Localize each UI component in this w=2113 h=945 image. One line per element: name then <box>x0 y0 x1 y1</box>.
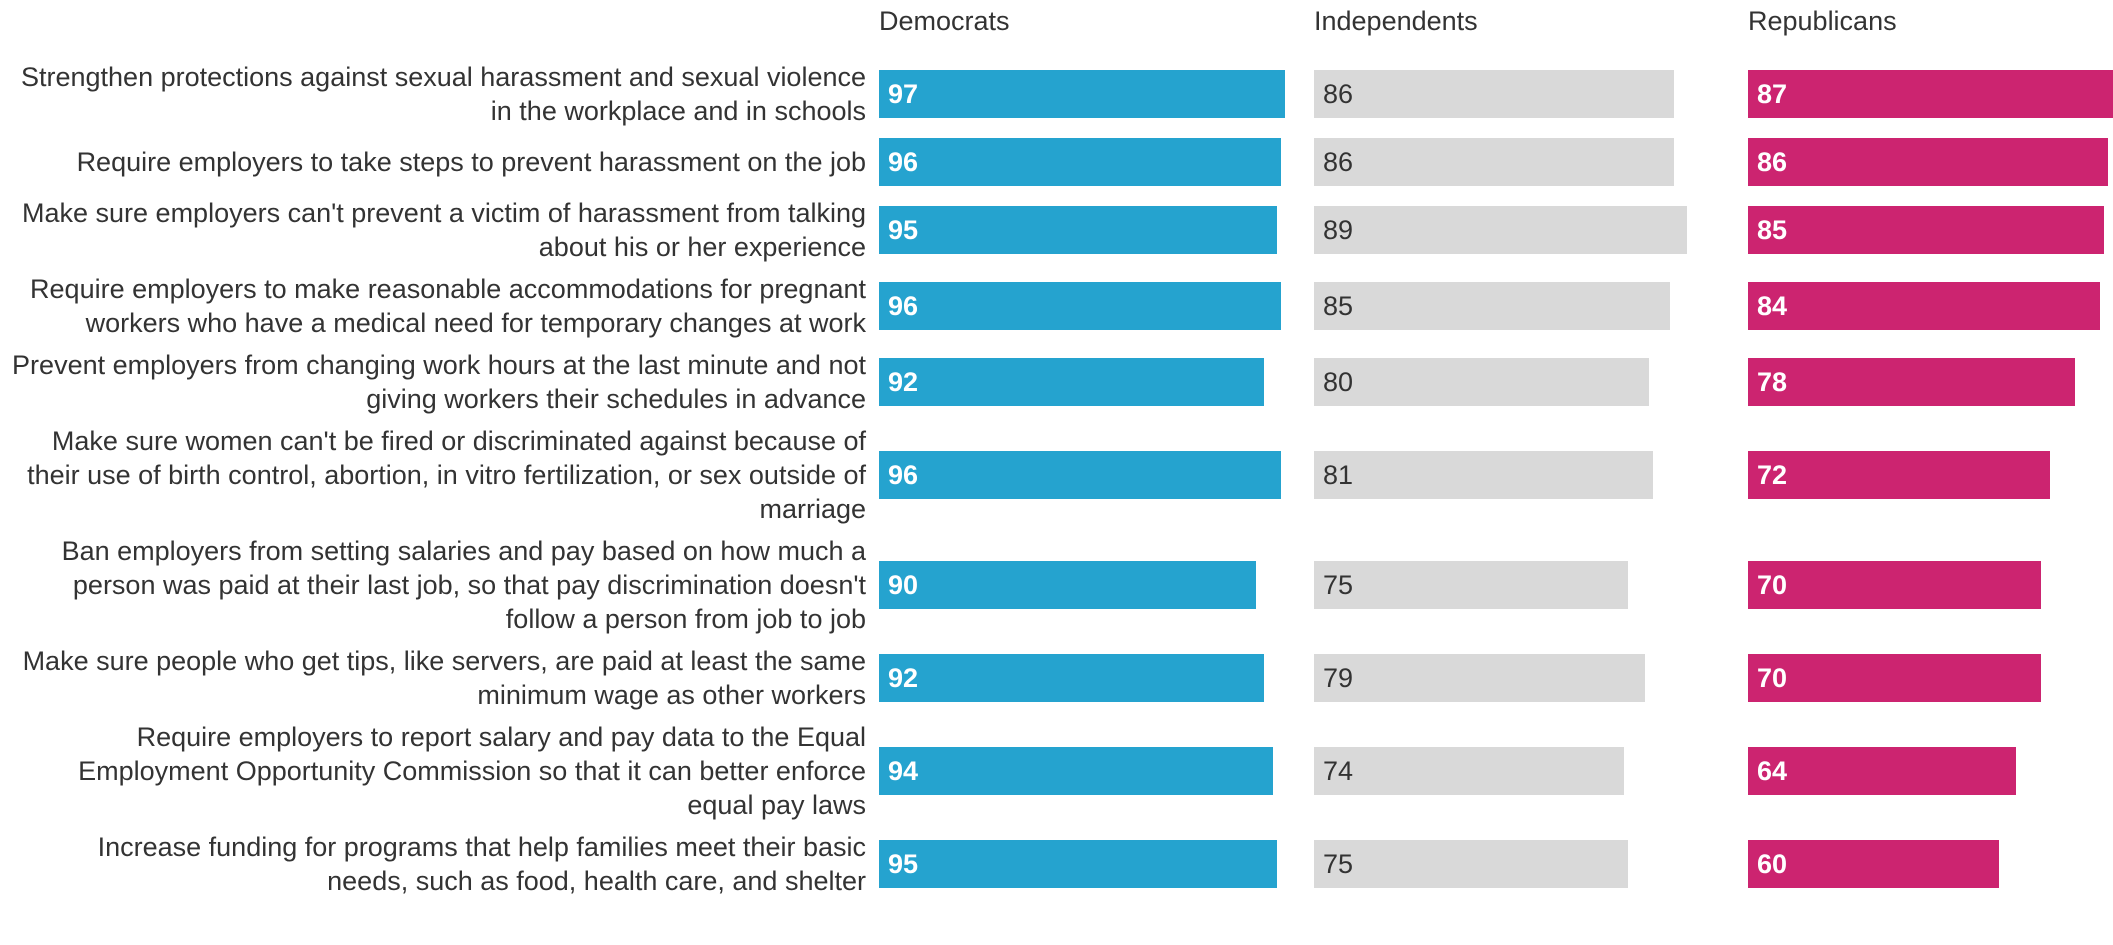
bar: 74 <box>1314 747 1625 795</box>
bar: 81 <box>1314 451 1654 499</box>
category-label: Increase funding for programs that help … <box>97 832 866 896</box>
bar: 86 <box>1314 70 1675 118</box>
bar: 97 <box>879 70 1286 118</box>
bar: 70 <box>1748 561 2042 609</box>
value-label: 86 <box>1757 147 1788 177</box>
row: Ban employers from setting salaries and … <box>0 530 2113 640</box>
row: Make sure women can't be fired or discri… <box>0 420 2113 530</box>
category-label: Make sure employers can't prevent a vict… <box>22 198 866 262</box>
value-label: 96 <box>888 460 919 490</box>
value-label: 94 <box>888 756 919 786</box>
bar: 75 <box>1314 840 1629 888</box>
category-label: Strengthen protections against sexual ha… <box>20 62 866 126</box>
bar: 86 <box>1314 138 1675 186</box>
bar: 90 <box>879 561 1257 609</box>
row: Increase funding for programs that help … <box>0 826 2113 902</box>
row: Make sure people who get tips, like serv… <box>0 640 2113 716</box>
bar: 85 <box>1748 206 2105 254</box>
row: Require employers to report salary and p… <box>0 716 2113 826</box>
category-label: Make sure people who get tips, like serv… <box>22 646 866 710</box>
panel-header: Independents <box>1314 6 1478 36</box>
bar: 94 <box>879 747 1273 795</box>
value-label: 86 <box>1323 147 1354 177</box>
bar: 64 <box>1748 747 2017 795</box>
value-label: 92 <box>888 367 919 397</box>
bar: 70 <box>1748 654 2042 702</box>
value-label: 70 <box>1757 570 1788 600</box>
category-label: Require employers to make reasonable acc… <box>30 274 866 338</box>
value-label: 78 <box>1757 367 1788 397</box>
bar: 92 <box>879 358 1265 406</box>
panel-header: Republicans <box>1748 6 1897 36</box>
value-label: 96 <box>888 291 919 321</box>
value-label: 72 <box>1757 460 1788 490</box>
bar: 95 <box>879 206 1278 254</box>
rows: Strengthen protections against sexual ha… <box>0 56 2113 902</box>
value-label: 89 <box>1323 215 1354 245</box>
bar: 72 <box>1748 451 2050 499</box>
row: Require employers to make reasonable acc… <box>0 268 2113 344</box>
value-label: 86 <box>1323 79 1354 109</box>
value-label: 80 <box>1323 367 1354 397</box>
value-label: 96 <box>888 147 919 177</box>
value-label: 70 <box>1757 663 1788 693</box>
bar: 80 <box>1314 358 1650 406</box>
bar: 85 <box>1314 282 1671 330</box>
value-label: 81 <box>1323 460 1354 490</box>
value-label: 84 <box>1757 291 1788 321</box>
value-label: 95 <box>888 215 919 245</box>
value-label: 75 <box>1323 849 1354 879</box>
bar: 96 <box>879 138 1282 186</box>
value-label: 60 <box>1757 849 1788 879</box>
bar: 96 <box>879 282 1282 330</box>
value-label: 75 <box>1323 570 1354 600</box>
bar: 75 <box>1314 561 1629 609</box>
bar: 79 <box>1314 654 1645 702</box>
value-label: 95 <box>888 849 919 879</box>
bar: 89 <box>1314 206 1687 254</box>
bar: 60 <box>1748 840 2000 888</box>
category-label: Require employers to report salary and p… <box>78 722 866 820</box>
value-label: 97 <box>888 79 919 109</box>
panel-header: Democrats <box>879 6 1010 36</box>
value-label: 85 <box>1323 291 1354 321</box>
row: Strengthen protections against sexual ha… <box>0 56 2113 132</box>
bar: 84 <box>1748 282 2100 330</box>
category-label: Prevent employers from changing work hou… <box>12 350 866 414</box>
value-label: 92 <box>888 663 919 693</box>
value-label: 79 <box>1323 663 1354 693</box>
row: Prevent employers from changing work hou… <box>0 344 2113 420</box>
bar: 95 <box>879 840 1278 888</box>
bar: 96 <box>879 451 1282 499</box>
row: Make sure employers can't prevent a vict… <box>0 192 2113 268</box>
value-label: 90 <box>888 570 919 600</box>
category-label: Ban employers from setting salaries and … <box>61 536 866 634</box>
bar: 86 <box>1748 138 2109 186</box>
value-label: 87 <box>1757 79 1788 109</box>
value-label: 64 <box>1757 756 1788 786</box>
category-label: Require employers to take steps to preve… <box>76 147 866 177</box>
value-label: 74 <box>1323 756 1354 786</box>
category-label: Make sure women can't be fired or discri… <box>27 426 866 524</box>
bar: 92 <box>879 654 1265 702</box>
bar: 78 <box>1748 358 2075 406</box>
bar: 87 <box>1748 70 2113 118</box>
row: Require employers to take steps to preve… <box>0 132 2113 192</box>
value-label: 85 <box>1757 215 1788 245</box>
